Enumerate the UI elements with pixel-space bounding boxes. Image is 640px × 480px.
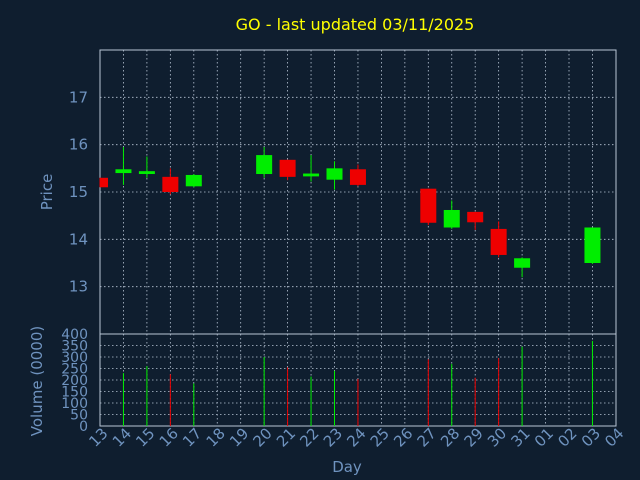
volume-tick-label: 150	[61, 385, 88, 401]
candle-body	[420, 188, 437, 223]
price-axis-label: Price	[38, 174, 56, 211]
volume-tick-label: 100	[61, 396, 88, 412]
candle	[138, 156, 155, 178]
volume-tick-label: 350	[61, 339, 88, 355]
x-axis-label: Day	[332, 458, 362, 476]
candle-body	[279, 159, 296, 177]
volume-tick-label: 0	[79, 419, 88, 435]
volume-tick-label: 200	[61, 373, 88, 389]
volume-tick-label: 250	[61, 362, 88, 378]
x-tick-label: 02	[554, 424, 580, 450]
x-tick-label: 15	[132, 424, 158, 450]
candle	[185, 174, 202, 188]
candle	[326, 161, 343, 190]
x-tick-label: 17	[179, 424, 205, 450]
price-tick-label: 15	[69, 183, 88, 201]
price-tick-label: 16	[69, 136, 88, 154]
candle-body	[100, 177, 108, 188]
x-tick-label: 19	[226, 424, 252, 450]
volume-axis-label: Volume (0000)	[28, 326, 46, 436]
candle	[443, 200, 460, 229]
candle	[490, 221, 507, 258]
x-tick-label: 30	[484, 424, 510, 450]
chart-title: GO - last updated 03/11/2025	[236, 15, 475, 34]
price-grid	[99, 50, 617, 334]
candle	[514, 257, 531, 278]
candle-body	[490, 228, 507, 255]
candle	[584, 227, 601, 264]
volume-tick-label: 50	[70, 408, 88, 424]
price-tick-label: 17	[69, 88, 88, 106]
x-tick-label: 01	[531, 424, 557, 450]
candle	[349, 164, 366, 187]
candle	[162, 168, 179, 195]
candle-body	[326, 168, 343, 180]
candle-body	[514, 258, 531, 268]
candle	[303, 155, 320, 182]
volume-tick-label: 400	[61, 327, 88, 343]
candle	[115, 147, 132, 185]
x-tick-label: 31	[507, 424, 533, 450]
candle-body	[138, 171, 155, 175]
candle-body	[443, 209, 460, 228]
x-tick-label: 27	[414, 424, 440, 450]
x-tick-label: 16	[156, 424, 182, 450]
x-tick-label: 14	[109, 424, 135, 450]
candle-body	[349, 169, 366, 185]
price-tick-label: 13	[69, 278, 88, 296]
x-tick-label: 29	[461, 424, 487, 450]
x-tick-label: 26	[390, 424, 416, 450]
candles	[99, 147, 601, 278]
candle-body	[467, 211, 484, 223]
x-tick-label: 22	[296, 424, 322, 450]
volume-bars	[122, 340, 593, 426]
x-tick-label: 03	[578, 424, 604, 450]
candle	[99, 177, 108, 188]
candle	[467, 211, 484, 230]
x-tick-label: 04	[601, 424, 627, 450]
candle-body	[303, 173, 320, 177]
x-tick-label: 18	[203, 424, 229, 450]
candle	[420, 188, 437, 226]
x-tick-label: 24	[343, 424, 369, 450]
price-tick-label: 14	[69, 230, 88, 248]
x-axis: 1314151617181920212223242526272829303101…	[85, 424, 627, 450]
candle-body	[115, 169, 132, 174]
x-tick-label: 28	[437, 424, 463, 450]
price-y-axis: 13 14 15 16 17	[69, 88, 88, 295]
candle-body	[584, 227, 601, 263]
x-tick-label: 20	[249, 424, 275, 450]
candle-body	[256, 155, 273, 175]
candle-body	[162, 176, 179, 192]
x-tick-label: 21	[273, 424, 299, 450]
candle-body	[185, 174, 202, 187]
x-tick-label: 25	[367, 424, 393, 450]
x-tick-label: 13	[85, 424, 111, 450]
candle	[279, 159, 296, 181]
volume-tick-label: 300	[61, 350, 88, 366]
candle	[256, 147, 273, 178]
x-tick-label: 23	[320, 424, 346, 450]
